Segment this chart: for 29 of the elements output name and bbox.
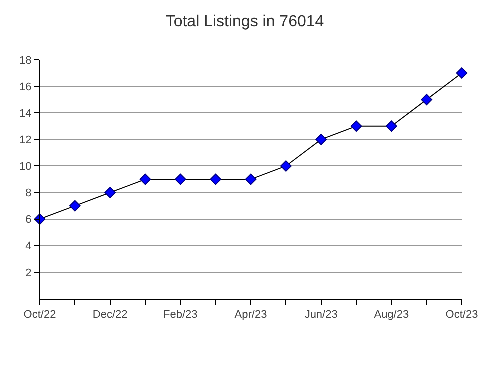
point: [210, 174, 222, 186]
point: [421, 94, 433, 106]
point: [69, 200, 81, 212]
y-tick-label: 16: [20, 81, 32, 94]
point: [245, 174, 257, 186]
y-tick-label: 6: [26, 214, 32, 226]
x-tick-label: Oct/23: [446, 309, 478, 322]
y-tick-label: 10: [20, 161, 32, 174]
point: [280, 160, 292, 172]
point: [456, 68, 468, 79]
point: [174, 174, 186, 186]
x-tick-label: Feb/23: [164, 309, 198, 322]
y-tick-label: 4: [26, 240, 32, 253]
x-tick-label: Aug/23: [374, 309, 410, 322]
point: [140, 174, 152, 186]
y-tick-label: 12: [20, 134, 32, 147]
x-tick-label: Apr/23: [234, 309, 268, 322]
x-tick-label: Dec/22: [92, 309, 128, 322]
chart-title: Total Listings in 76014: [166, 13, 324, 30]
y-tick-label: 8: [26, 188, 32, 200]
point: [386, 120, 398, 132]
x-tick-label: Jun/23: [304, 309, 338, 322]
point: [350, 120, 362, 132]
x-tick-label: Oct/22: [24, 309, 56, 322]
y-tick-label: 18: [20, 54, 32, 67]
point: [316, 134, 328, 146]
point: [104, 187, 116, 198]
y-tick-label: 2: [26, 267, 32, 280]
y-tick-label: 14: [20, 108, 32, 120]
